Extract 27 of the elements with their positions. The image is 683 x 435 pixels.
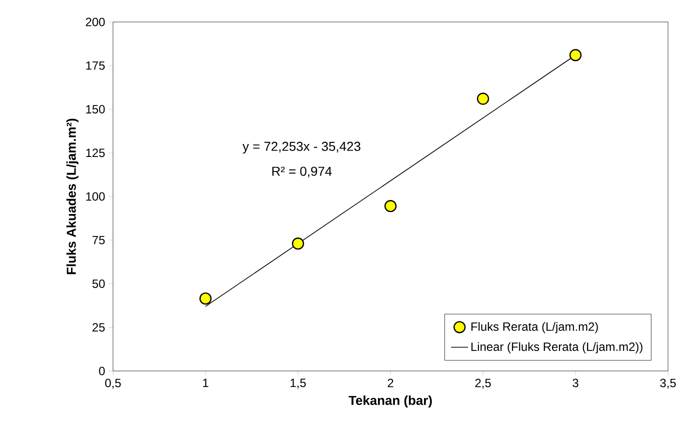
x-tick-label: 1: [203, 378, 208, 387]
y-tick-label: 125: [86, 148, 105, 158]
y-tick-label: 75: [92, 236, 105, 244]
y-axis-title: Fluks Akuades (L/jam.m²): [66, 118, 78, 274]
x-axis-title: Tekanan (bar): [348, 395, 432, 408]
x-tick-label: 0,5: [105, 378, 121, 389]
legend-label: Fluks Rerata (L/jam.m2): [471, 322, 598, 334]
point: [569, 49, 582, 62]
legend-label: Linear (Fluks Rerata (L/jam.m2)): [471, 342, 642, 354]
y-tick-label: 200: [86, 18, 105, 26]
x-tick-label: 3: [572, 378, 578, 388]
point: [292, 238, 304, 250]
annotation: y = 72,253x - 35,423: [242, 142, 360, 154]
y-tick-label: 50: [92, 280, 105, 288]
x-tick-label: 2,5: [475, 378, 491, 389]
y-tick-label: 0: [99, 366, 105, 376]
y-tick-label: 100: [86, 192, 105, 201]
x-tick-label: 1,5: [290, 378, 306, 389]
annotation: R² = 0,974: [272, 166, 332, 178]
y-tick-label: 25: [92, 323, 105, 332]
point: [199, 292, 212, 305]
x-tick-label: 3,5: [660, 378, 676, 389]
y-tick-label: 150: [86, 105, 105, 114]
y-tick-label: 175: [86, 61, 105, 70]
point: [384, 200, 397, 212]
x-tick-label: 2: [388, 378, 394, 388]
point: [476, 92, 490, 105]
